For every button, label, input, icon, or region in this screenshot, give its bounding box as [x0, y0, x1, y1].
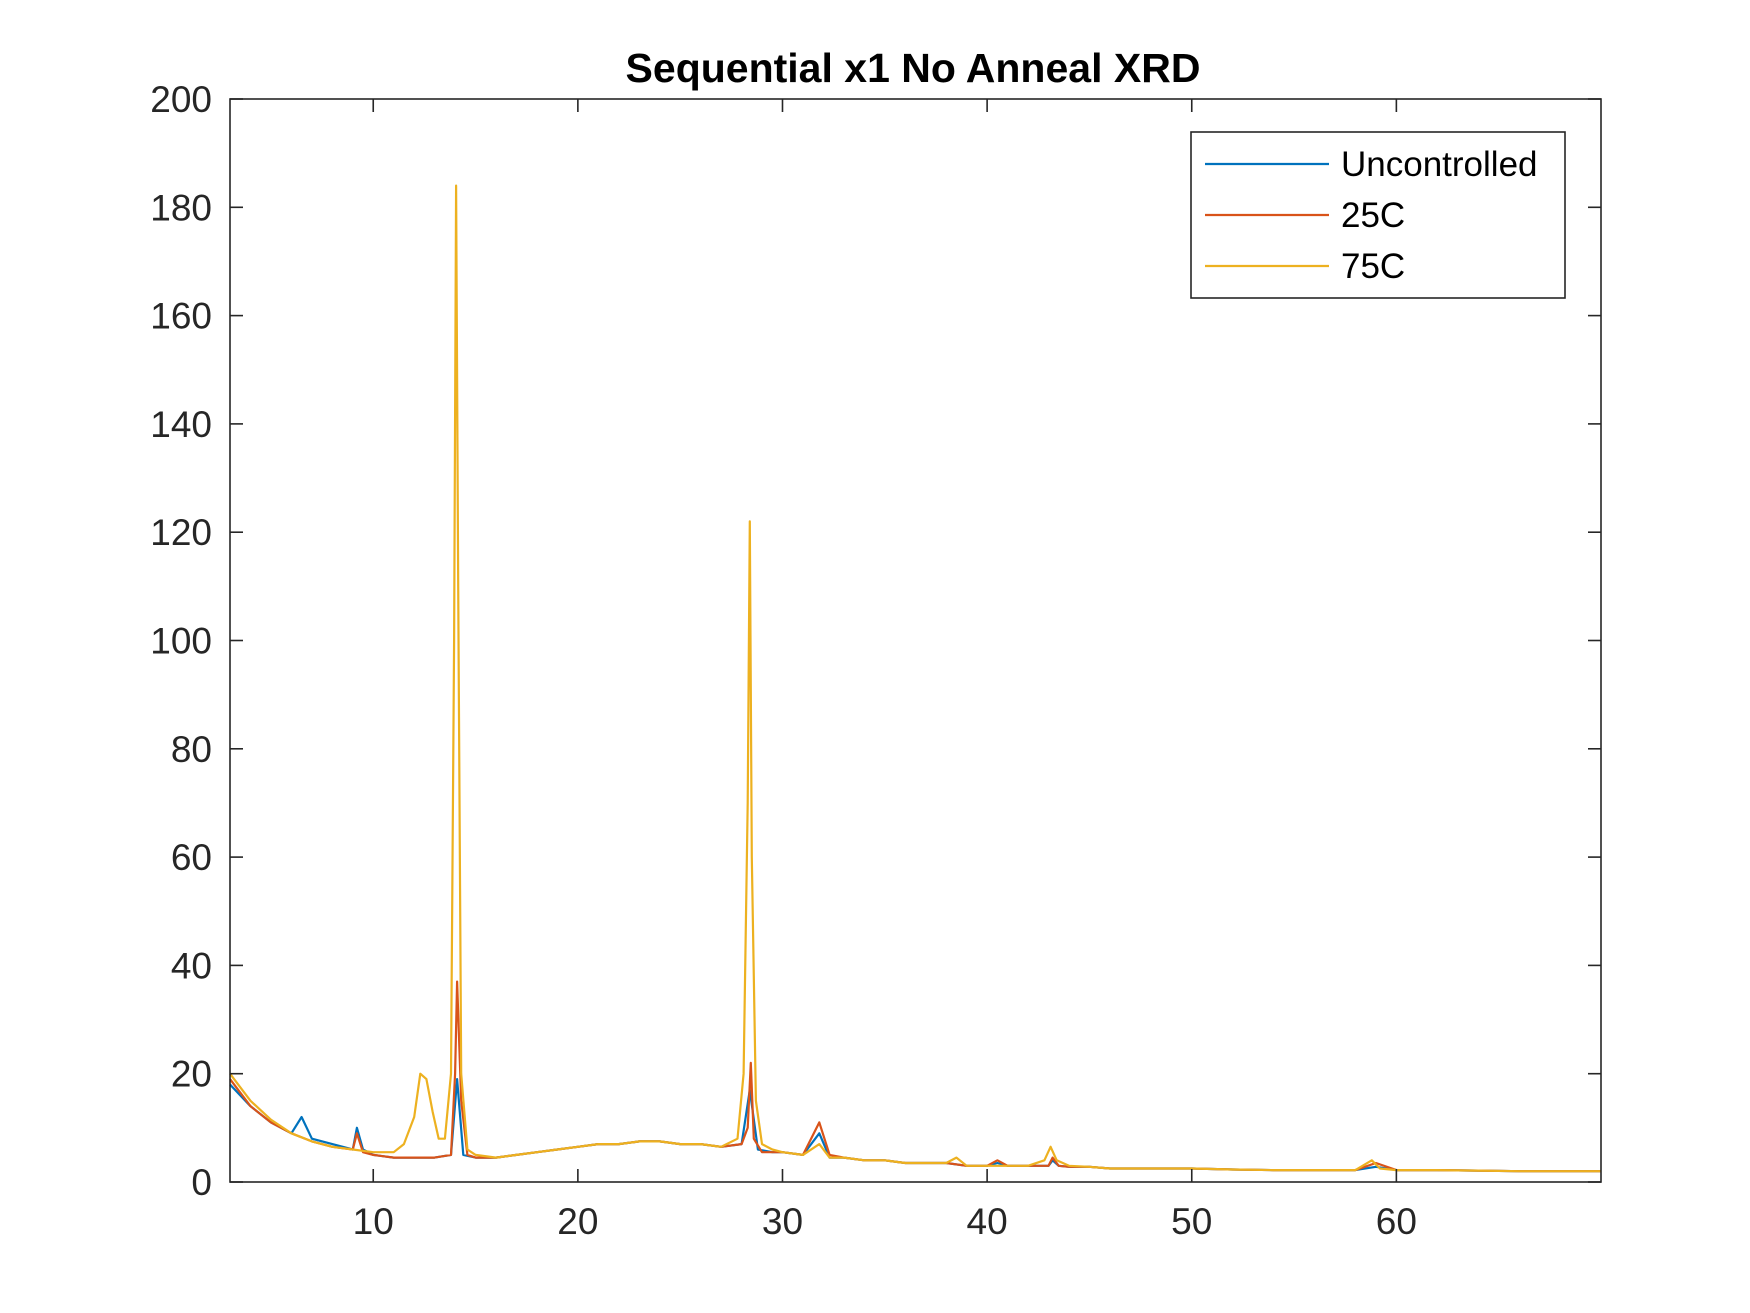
legend: Uncontrolled 25C 75C: [1190, 131, 1566, 299]
series-line-75c: [229, 184, 1601, 1173]
axis-ticks: 10 20 30 40 50 60 0 20 40 60 80 100 120 140 160 180 200: [150, 79, 1601, 1242]
series-layer: [229, 184, 1601, 1173]
y-tick-label: 100: [150, 621, 212, 662]
y-tick-label: 200: [150, 79, 212, 120]
y-tick-label: 140: [150, 404, 212, 445]
x-tick-label: 60: [1376, 1201, 1417, 1242]
x-tick-label: 50: [1171, 1201, 1212, 1242]
x-tick-label: 30: [762, 1201, 803, 1242]
y-tick-label: 40: [171, 945, 212, 986]
x-tick-label: 10: [353, 1201, 394, 1242]
y-tick-label: 120: [150, 512, 212, 553]
y-tick-label: 80: [171, 729, 212, 770]
x-tick-label: 40: [967, 1201, 1008, 1242]
y-tick-label: 20: [171, 1054, 212, 1095]
x-tick-label: 20: [557, 1201, 598, 1242]
y-tick-label: 0: [191, 1162, 212, 1203]
y-tick-label: 60: [171, 837, 212, 878]
chart-title: Sequential x1 No Anneal XRD: [626, 45, 1201, 91]
legend-label: 75C: [1341, 247, 1405, 286]
legend-label: Uncontrolled: [1341, 145, 1538, 184]
y-tick-label: 160: [150, 296, 212, 337]
y-tick-label: 180: [150, 187, 212, 228]
legend-label: 25C: [1341, 196, 1405, 235]
